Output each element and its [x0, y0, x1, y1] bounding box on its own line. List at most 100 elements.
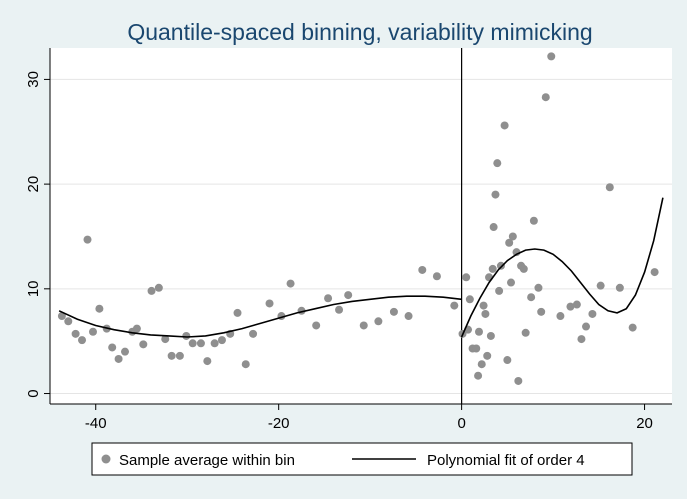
scatter-point — [418, 265, 427, 274]
scatter-point — [481, 309, 490, 318]
fit-lines — [58, 197, 664, 338]
scatter-point — [462, 273, 471, 282]
fit-line-segment — [460, 197, 664, 338]
scatter-point — [241, 360, 250, 369]
y-tick-label: 30 — [25, 71, 42, 88]
scatter-point — [503, 356, 512, 365]
scatter-point — [249, 329, 258, 338]
legend: Sample average within bin Polynomial fit… — [91, 442, 633, 476]
scatter-point — [210, 339, 219, 348]
scatter-point — [359, 321, 368, 330]
scatter-point — [486, 331, 495, 340]
scatter-point — [519, 264, 528, 273]
y-tick-label: 20 — [25, 176, 42, 193]
scatter-point — [265, 299, 274, 308]
scatter-point — [605, 183, 614, 192]
scatter-point — [389, 307, 398, 316]
scatter-point — [312, 321, 321, 330]
scatter-point — [496, 261, 505, 270]
scatter-point — [479, 301, 488, 310]
scatter-point — [588, 309, 597, 318]
x-tick-label: 20 — [636, 415, 653, 432]
scatter-point — [432, 272, 441, 281]
y-tick-label: 0 — [25, 389, 42, 397]
scatter-point — [404, 312, 413, 321]
scatter-point — [217, 336, 226, 345]
scatter-point — [527, 293, 536, 302]
scatter-point — [57, 312, 66, 321]
scatter-point — [514, 376, 523, 385]
legend-line-label: Polynomial fit of order 4 — [427, 452, 585, 469]
scatter-point — [596, 281, 605, 290]
scatter-point — [324, 294, 333, 303]
scatter-point — [121, 347, 130, 356]
scatter-point — [286, 279, 295, 288]
scatter-point — [83, 235, 92, 244]
scatter-point — [508, 232, 517, 241]
chart-title: Quantile-spaced binning, variability mim… — [127, 19, 592, 45]
scatter-point — [71, 329, 80, 338]
scatter-point — [233, 308, 242, 317]
scatter-point — [521, 328, 530, 337]
scatter-point — [483, 351, 492, 360]
scatter-point — [566, 302, 575, 311]
scatter-point — [450, 301, 459, 310]
x-tick-label: -20 — [268, 415, 290, 432]
scatter-point — [488, 264, 497, 273]
scatter-point — [577, 335, 586, 344]
scatter-point — [167, 351, 176, 360]
scatter-point — [472, 344, 481, 353]
scatter-point — [147, 286, 156, 295]
scatter-point — [132, 324, 141, 333]
scatter-point — [547, 52, 556, 61]
scatter-point — [64, 317, 73, 326]
scatter-point — [650, 268, 659, 277]
scatter-point — [203, 357, 212, 366]
scatter-point — [154, 283, 163, 292]
scatter-point — [534, 283, 543, 292]
scatter-point — [114, 354, 123, 363]
scatter-point — [541, 93, 550, 102]
scatter-point — [489, 223, 498, 232]
scatter-point — [374, 317, 383, 326]
scatter-point — [465, 295, 474, 304]
scatter-point — [335, 305, 344, 314]
scatter-point — [495, 286, 504, 295]
scatter-point — [108, 343, 117, 352]
scatter-point — [88, 327, 97, 336]
scatter-point — [582, 322, 591, 331]
plot-area — [50, 48, 672, 404]
scatter-point — [507, 278, 516, 287]
scatter-point — [175, 351, 184, 360]
scatter-point — [485, 273, 494, 282]
scatter-point — [529, 216, 538, 225]
scatter-point — [628, 323, 637, 332]
legend-scatter-label: Sample average within bin — [119, 452, 295, 469]
x-tick-label: 0 — [457, 415, 465, 432]
scatter-point — [344, 291, 353, 300]
scatter-point — [556, 312, 565, 321]
scatter-point — [474, 327, 483, 336]
x-tick-label: -40 — [85, 415, 107, 432]
scatter-point — [182, 331, 191, 340]
axes: 0 10 20 30 -40 -20 0 20 — [25, 48, 672, 432]
scatter-point — [139, 340, 148, 349]
scatter-point — [477, 360, 486, 369]
scatter-point — [493, 159, 502, 168]
scatter-point — [188, 339, 197, 348]
scatter-point — [78, 336, 87, 345]
scatter-points — [57, 52, 659, 385]
scatter-point — [615, 283, 624, 292]
y-tick-label: 10 — [25, 280, 42, 297]
scatter-point — [196, 339, 205, 348]
scatter-point — [505, 238, 514, 247]
scatter-point — [161, 335, 170, 344]
scatter-point — [537, 307, 546, 316]
scatter-point — [474, 371, 483, 380]
scatter-point — [500, 121, 509, 130]
scatter-point — [95, 304, 104, 313]
scatter-point — [491, 190, 500, 199]
fit-line-segment — [58, 295, 462, 338]
scatter-point — [572, 300, 581, 309]
